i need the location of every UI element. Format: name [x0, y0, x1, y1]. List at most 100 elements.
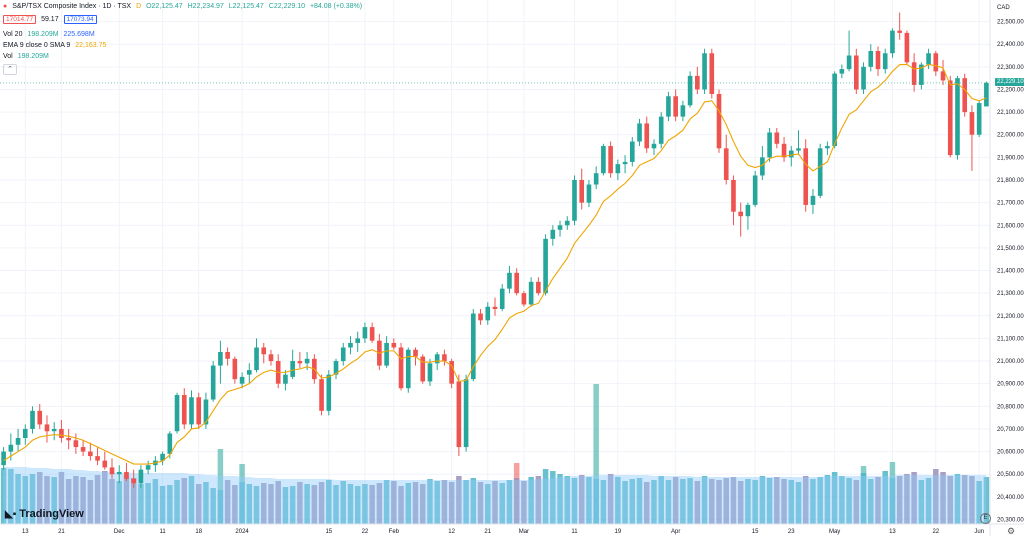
time-tick-label: 11: [571, 529, 578, 535]
candle: [398, 342, 404, 391]
candle: [521, 290, 527, 307]
candle: [615, 159, 621, 180]
candle-body: [976, 103, 982, 135]
candle-body: [304, 358, 310, 364]
candle: [333, 358, 339, 380]
candle: [427, 358, 433, 386]
ohlc-low: L22,125.47: [228, 3, 264, 10]
bid-button[interactable]: 17014.77: [3, 15, 37, 24]
volume-bar: [232, 485, 238, 524]
candle-body: [557, 225, 563, 230]
indicator-ema[interactable]: EMA 9 close 0 SMA 9 22,163.75: [3, 42, 109, 49]
candle-body: [8, 444, 14, 452]
price-tick-label: 20,900.00: [997, 382, 1024, 388]
candle: [420, 354, 426, 384]
candle-body: [485, 306, 491, 321]
time-tick-label: 15: [325, 529, 332, 535]
volume-ma-area-path: [3, 467, 987, 524]
candle-body: [471, 313, 476, 380]
candle-body: [622, 161, 628, 165]
candle: [760, 146, 765, 180]
volume-bar: [36, 472, 43, 524]
earnings-badge[interactable]: E: [980, 513, 991, 524]
candle-body: [326, 374, 332, 411]
chevron-up-icon[interactable]: ⌃: [3, 64, 17, 75]
candle-body: [319, 379, 324, 411]
volume-bar: [810, 479, 816, 524]
volume-bar: [210, 488, 216, 524]
candle: [919, 62, 924, 90]
volume-bar: [492, 481, 498, 524]
ask-button[interactable]: 17073.94: [63, 15, 97, 24]
volume-bar: [658, 476, 664, 524]
volume-bar: [174, 480, 180, 524]
time-tick-label: May: [829, 529, 840, 535]
candle-body: [593, 173, 599, 185]
candle: [499, 284, 505, 312]
candle-body: [218, 352, 223, 366]
volume-bar: [752, 480, 758, 524]
volume-bar: [398, 486, 404, 524]
candle: [817, 143, 823, 199]
candle-body: [528, 281, 534, 305]
candle-body: [875, 51, 881, 70]
volume-bar: [954, 474, 961, 524]
indicator-vol[interactable]: Vol 198.209M: [3, 53, 52, 60]
candle: [507, 266, 512, 294]
ema9-line: [3, 64, 987, 465]
symbol-title[interactable]: S&P/TSX Composite Index · 1D · TSX: [12, 3, 132, 10]
candle-body: [507, 272, 512, 289]
indicator-vol20[interactable]: Vol 20 198.209M 225.698M: [3, 31, 98, 38]
candle: [51, 422, 57, 441]
volume-bar: [333, 485, 339, 524]
candle-body: [478, 313, 483, 321]
volume-bar: [499, 483, 505, 524]
candle: [947, 75, 953, 158]
volume-bar: [947, 476, 954, 524]
volume-bar: [600, 480, 607, 524]
candle: [608, 141, 613, 178]
volume-bar: [246, 484, 253, 524]
candle: [131, 469, 136, 488]
volume-bar: [644, 482, 650, 524]
candle-body: [673, 96, 678, 117]
candle-body: [239, 376, 245, 384]
candle-body: [463, 379, 469, 448]
candle-body: [124, 471, 129, 479]
candle-body: [637, 123, 642, 142]
candle-body: [254, 347, 259, 371]
volume-bar: [542, 469, 549, 524]
volume-bar: [535, 476, 542, 524]
candle-body: [189, 397, 194, 425]
candle-body: [760, 157, 765, 176]
candle-body: [586, 184, 592, 203]
candle-body: [521, 293, 527, 305]
candle: [254, 338, 259, 373]
candle-body: [803, 148, 809, 205]
volume-bar: [680, 479, 686, 524]
volume-bar: [846, 478, 852, 524]
volume-bar: [87, 480, 94, 524]
volume-bar: [65, 479, 72, 524]
candle: [319, 374, 324, 416]
volume-bar: [8, 469, 14, 524]
time-tick-label: 22: [362, 529, 369, 535]
tradingview-logo[interactable]: ◣▪ TradingView: [5, 508, 84, 520]
candle-body: [160, 453, 165, 461]
candle-body: [601, 146, 606, 174]
volume-bar: [831, 472, 838, 524]
volume-bar: [795, 482, 802, 524]
volume-bar: [665, 480, 672, 524]
candle-body: [167, 433, 173, 454]
volume-bar: [224, 480, 231, 524]
price-tick-label: 21,600.00: [997, 223, 1024, 229]
gear-icon[interactable]: ⚙: [1007, 526, 1016, 536]
candle-body: [947, 80, 953, 156]
candle-body: [15, 438, 21, 445]
volume-bar: [636, 478, 643, 524]
candle: [30, 406, 35, 434]
volume-bar: [687, 478, 693, 524]
volume-bar: [557, 474, 563, 524]
ema-line: [0, 64, 990, 465]
